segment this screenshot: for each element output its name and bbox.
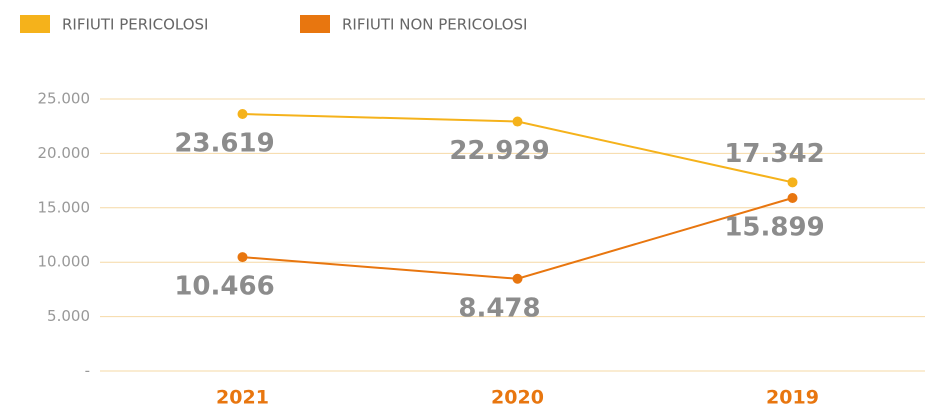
legend-swatch (20, 15, 50, 33)
data-label: 23.619 (174, 129, 274, 159)
data-label: 10.466 (174, 272, 274, 302)
legend-label: RIFIUTI PERICOLOSI (62, 16, 208, 34)
x-tick-label: 2019 (766, 387, 819, 409)
y-tick-label: 5.000 (47, 307, 90, 325)
data-point (237, 252, 248, 263)
data-label: 17.342 (724, 139, 824, 169)
y-tick-label: 20.000 (38, 144, 91, 162)
y-tick-label: - (85, 362, 90, 380)
data-point (787, 193, 798, 204)
y-tick-label: 15.000 (38, 198, 91, 216)
data-point (512, 116, 523, 127)
x-tick-label: 2021 (216, 387, 269, 409)
data-label: 15.899 (724, 213, 824, 243)
data-point (512, 273, 523, 284)
y-tick-label: 25.000 (38, 90, 91, 108)
legend-label: RIFIUTI NON PERICOLOSI (342, 16, 527, 34)
data-label: 22.929 (449, 136, 549, 166)
data-label: 8.478 (458, 293, 540, 323)
data-point (237, 109, 248, 120)
y-tick-label: 10.000 (38, 253, 91, 271)
series-line (242, 197, 793, 280)
data-point (787, 177, 798, 188)
legend-swatch (300, 15, 330, 33)
x-tick-label: 2020 (491, 387, 544, 409)
